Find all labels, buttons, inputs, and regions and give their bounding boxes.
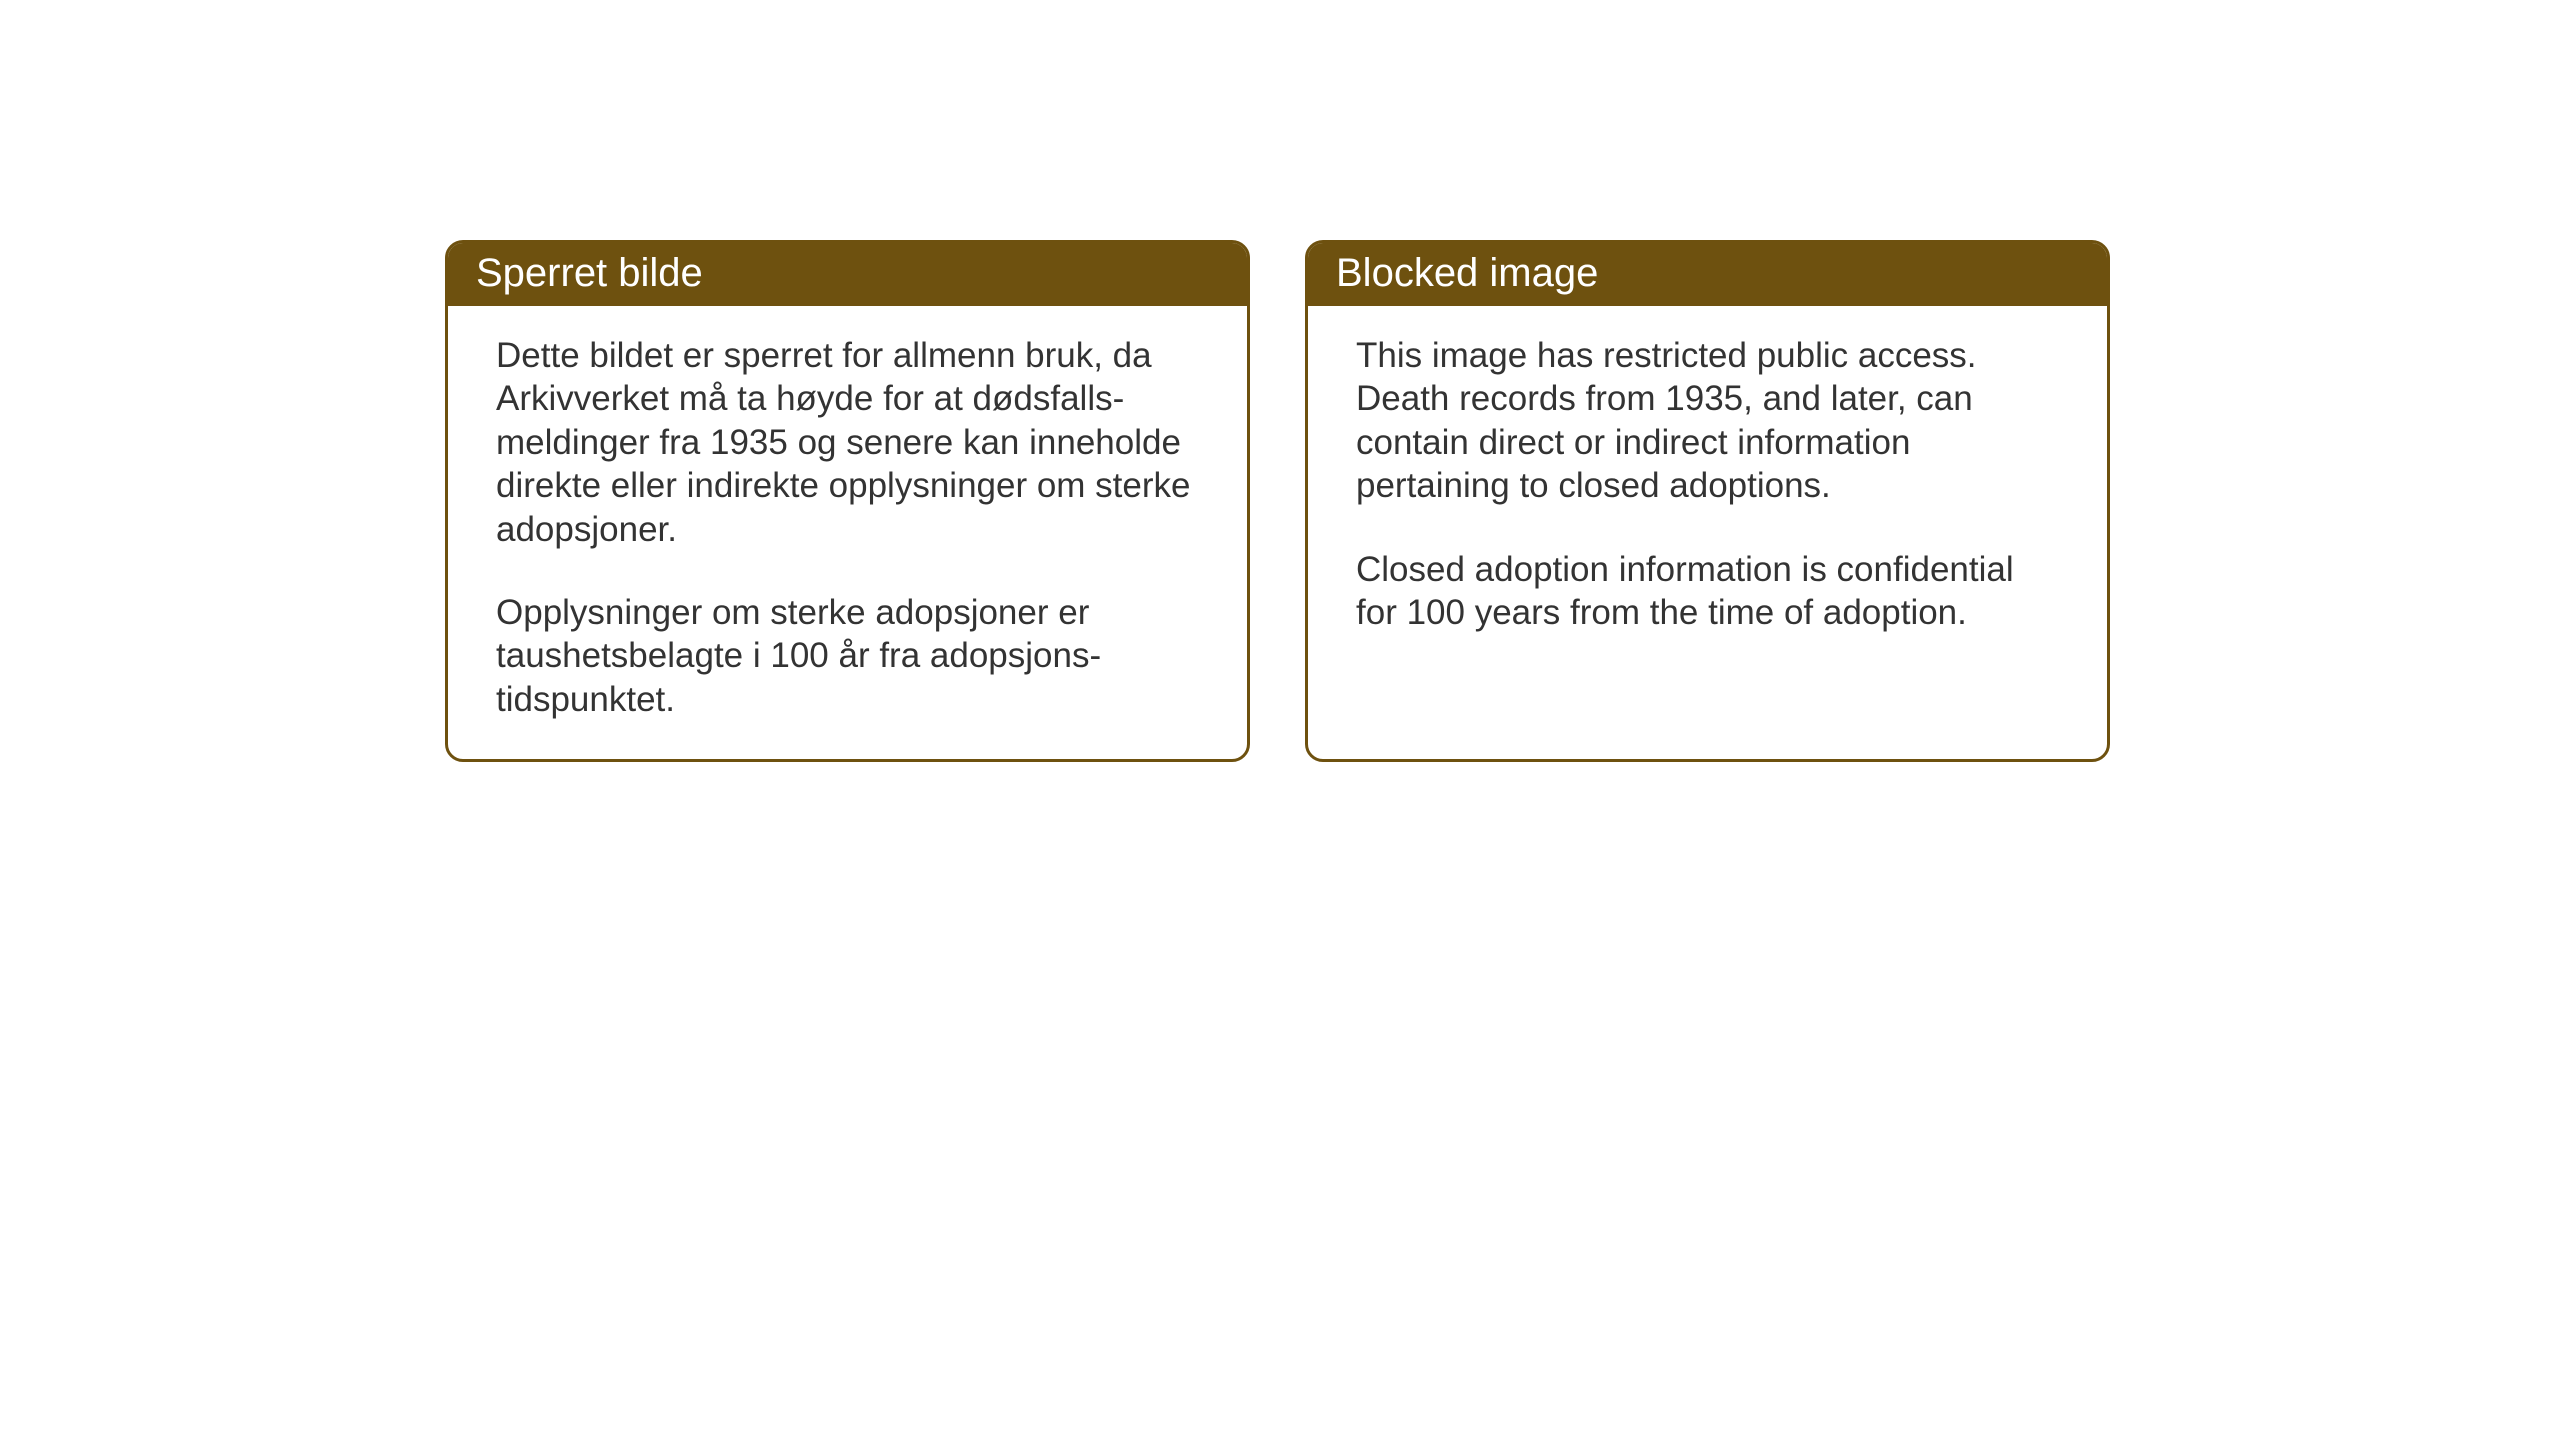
- card-body-norwegian: Dette bildet er sperret for allmenn bruk…: [448, 306, 1247, 759]
- card-paragraph1-english: This image has restricted public access.…: [1356, 334, 2059, 508]
- card-paragraph2-norwegian: Opplysninger om sterke adopsjoner er tau…: [496, 591, 1199, 721]
- card-norwegian: Sperret bilde Dette bildet er sperret fo…: [445, 240, 1250, 762]
- card-english: Blocked image This image has restricted …: [1305, 240, 2110, 762]
- card-title-norwegian: Sperret bilde: [476, 251, 703, 295]
- card-header-norwegian: Sperret bilde: [448, 243, 1247, 306]
- cards-container: Sperret bilde Dette bildet er sperret fo…: [445, 240, 2110, 762]
- card-paragraph2-english: Closed adoption information is confident…: [1356, 548, 2059, 635]
- card-header-english: Blocked image: [1308, 243, 2107, 306]
- card-title-english: Blocked image: [1336, 251, 1598, 295]
- card-body-english: This image has restricted public access.…: [1308, 306, 2107, 672]
- card-paragraph1-norwegian: Dette bildet er sperret for allmenn bruk…: [496, 334, 1199, 551]
